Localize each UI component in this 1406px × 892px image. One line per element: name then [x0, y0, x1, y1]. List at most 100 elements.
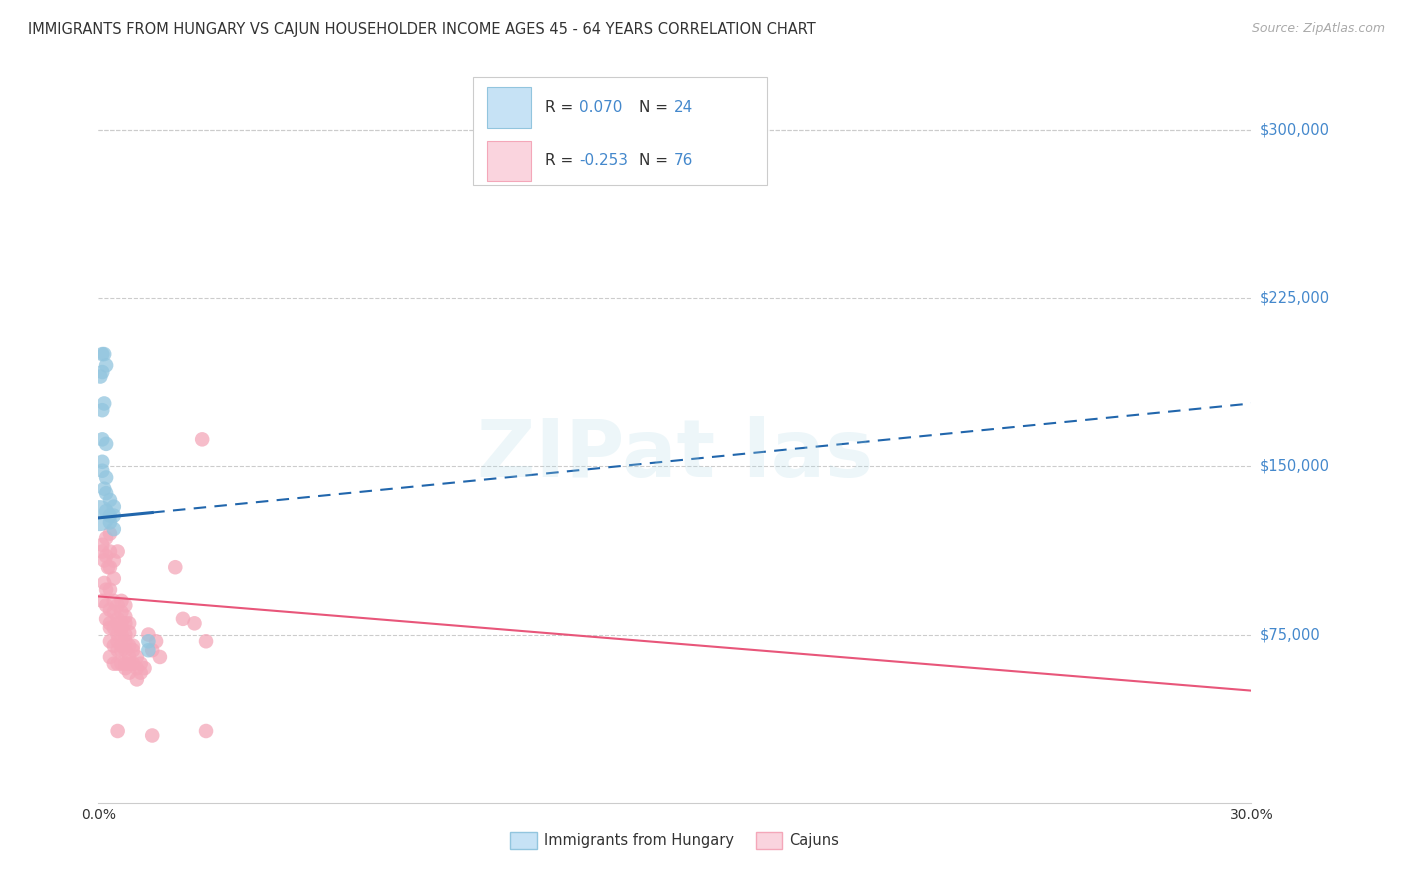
- Point: [98, 582, 121, 597]
- Point: [91, 365, 114, 379]
- Text: -0.253: -0.253: [579, 153, 628, 169]
- Point: [110, 643, 132, 657]
- Point: [183, 616, 205, 631]
- Point: [114, 634, 136, 648]
- Text: Source: ZipAtlas.com: Source: ZipAtlas.com: [1251, 22, 1385, 36]
- Point: [103, 553, 125, 567]
- Point: [122, 639, 145, 653]
- Text: R =: R =: [544, 100, 578, 115]
- Point: [110, 594, 132, 608]
- Point: [110, 627, 132, 641]
- Point: [134, 661, 156, 675]
- Point: [98, 492, 121, 507]
- Point: [94, 470, 117, 484]
- Point: [110, 616, 132, 631]
- Point: [125, 661, 148, 675]
- Point: [107, 724, 129, 739]
- Text: $225,000: $225,000: [1260, 291, 1330, 305]
- Point: [98, 544, 121, 558]
- Point: [94, 437, 117, 451]
- Point: [94, 531, 117, 545]
- Text: IMMIGRANTS FROM HUNGARY VS CAJUN HOUSEHOLDER INCOME AGES 45 - 64 YEARS CORRELATI: IMMIGRANTS FROM HUNGARY VS CAJUN HOUSEHO…: [28, 22, 815, 37]
- Point: [118, 650, 141, 665]
- Point: [107, 627, 129, 641]
- Point: [94, 504, 117, 518]
- Point: [122, 657, 145, 671]
- Point: [114, 661, 136, 675]
- Point: [110, 657, 132, 671]
- Point: [103, 508, 125, 523]
- Point: [98, 603, 121, 617]
- Point: [138, 627, 160, 641]
- Point: [94, 612, 117, 626]
- Point: [195, 724, 218, 739]
- Point: [91, 594, 114, 608]
- Point: [89, 369, 111, 384]
- Point: [145, 634, 167, 648]
- Point: [110, 639, 132, 653]
- Point: [98, 508, 121, 523]
- Text: $150,000: $150,000: [1260, 458, 1330, 474]
- Point: [103, 500, 125, 514]
- Point: [129, 665, 152, 680]
- Point: [98, 516, 121, 530]
- Point: [98, 526, 121, 541]
- Text: 24: 24: [673, 100, 693, 115]
- Point: [114, 609, 136, 624]
- Point: [98, 650, 121, 665]
- Text: 76: 76: [673, 153, 693, 169]
- Point: [138, 643, 160, 657]
- FancyBboxPatch shape: [486, 87, 531, 128]
- Point: [107, 643, 129, 657]
- Point: [93, 347, 115, 361]
- Point: [94, 486, 117, 500]
- Legend: Immigrants from Hungary, Cajuns: Immigrants from Hungary, Cajuns: [505, 826, 845, 855]
- Point: [94, 549, 117, 563]
- Point: [114, 643, 136, 657]
- Point: [103, 522, 125, 536]
- Text: $300,000: $300,000: [1260, 122, 1330, 137]
- Point: [125, 673, 148, 687]
- Point: [172, 612, 194, 626]
- Point: [94, 582, 117, 597]
- Point: [107, 612, 129, 626]
- Point: [118, 625, 141, 640]
- Point: [195, 634, 218, 648]
- Point: [91, 433, 114, 447]
- Point: [122, 643, 145, 657]
- Point: [91, 538, 114, 552]
- Point: [107, 657, 129, 671]
- Point: [107, 544, 129, 558]
- FancyBboxPatch shape: [472, 78, 768, 185]
- Point: [114, 599, 136, 613]
- Point: [118, 657, 141, 671]
- Point: [94, 599, 117, 613]
- Point: [91, 544, 114, 558]
- Point: [141, 729, 163, 743]
- Point: [141, 643, 163, 657]
- Point: [138, 634, 160, 648]
- Point: [103, 605, 125, 619]
- Point: [125, 650, 148, 665]
- Text: 0.070: 0.070: [579, 100, 623, 115]
- Point: [165, 560, 187, 574]
- Point: [103, 639, 125, 653]
- Point: [103, 621, 125, 635]
- Text: $75,000: $75,000: [1260, 627, 1320, 642]
- Point: [110, 605, 132, 619]
- Point: [94, 359, 117, 373]
- Text: N =: N =: [640, 153, 673, 169]
- Point: [93, 553, 115, 567]
- Point: [149, 650, 172, 665]
- Point: [98, 634, 121, 648]
- Point: [89, 508, 111, 523]
- Point: [103, 571, 125, 585]
- Point: [93, 482, 115, 496]
- Point: [118, 616, 141, 631]
- Point: [91, 347, 114, 361]
- Text: ZIPat las: ZIPat las: [477, 416, 873, 494]
- Point: [91, 464, 114, 478]
- Point: [107, 634, 129, 648]
- Text: N =: N =: [640, 100, 673, 115]
- Point: [91, 403, 114, 417]
